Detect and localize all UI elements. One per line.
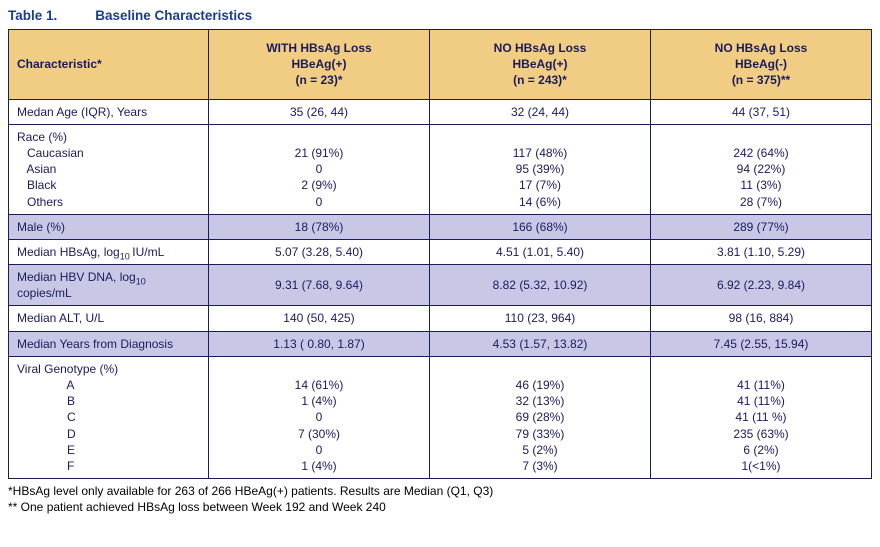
row-label: Race (%) Caucasian Asian Black Others bbox=[9, 124, 209, 214]
row-label: Median HBsAg, log10 IU/mL bbox=[9, 239, 209, 264]
table-row: Race (%) Caucasian Asian Black Others 21… bbox=[9, 124, 872, 214]
cell-value: 32 (24, 44) bbox=[430, 99, 651, 124]
header-col-1: WITH HBsAg Loss HBeAg(+) (n = 23)* bbox=[209, 30, 430, 100]
table-title-row: Table 1. Baseline Characteristics bbox=[8, 8, 872, 23]
header-col-3: NO HBsAg Loss HBeAg(-) (n = 375)** bbox=[651, 30, 872, 100]
cell-value: 242 (64%)94 (22%)11 (3%)28 (7%) bbox=[651, 124, 872, 214]
table-row: Median HBV DNA, log10 copies/mL9.31 (7.6… bbox=[9, 265, 872, 306]
row-label: Medan Age (IQR), Years bbox=[9, 99, 209, 124]
row-label: Viral Genotype (%) A B C D E F bbox=[9, 356, 209, 478]
cell-value: 9.31 (7.68, 9.64) bbox=[209, 265, 430, 306]
cell-value: 98 (16, 884) bbox=[651, 306, 872, 331]
row-label: Male (%) bbox=[9, 214, 209, 239]
cell-value: 140 (50, 425) bbox=[209, 306, 430, 331]
row-label: Median Years from Diagnosis bbox=[9, 331, 209, 356]
cell-value: 117 (48%)95 (39%)17 (7%)14 (6%) bbox=[430, 124, 651, 214]
cell-value: 21 (91%)02 (9%)0 bbox=[209, 124, 430, 214]
cell-value: 6.92 (2.23, 9.84) bbox=[651, 265, 872, 306]
cell-value: 46 (19%)32 (13%)69 (28%)79 (33%)5 (2%)7 … bbox=[430, 356, 651, 478]
table-row: Medan Age (IQR), Years35 (26, 44)32 (24,… bbox=[9, 99, 872, 124]
table-row: Median Years from Diagnosis1.13 ( 0.80, … bbox=[9, 331, 872, 356]
cell-value: 35 (26, 44) bbox=[209, 99, 430, 124]
footnote-2: ** One patient achieved HBsAg loss betwe… bbox=[8, 499, 872, 515]
header-characteristic: Characteristic* bbox=[9, 30, 209, 100]
cell-value: 4.51 (1.01, 5.40) bbox=[430, 239, 651, 264]
baseline-characteristics-table: Characteristic* WITH HBsAg Loss HBeAg(+)… bbox=[8, 29, 872, 479]
cell-value: 1.13 ( 0.80, 1.87) bbox=[209, 331, 430, 356]
cell-value: 41 (11%)41 (11%)41 (11 %)235 (63%)6 (2%)… bbox=[651, 356, 872, 478]
cell-value: 5.07 (3.28, 5.40) bbox=[209, 239, 430, 264]
table-row: Male (%)18 (78%)166 (68%)289 (77%) bbox=[9, 214, 872, 239]
table-row: Viral Genotype (%) A B C D E F 14 (61%)1… bbox=[9, 356, 872, 478]
row-label: Median ALT, U/L bbox=[9, 306, 209, 331]
cell-value: 110 (23, 964) bbox=[430, 306, 651, 331]
footnote-1: *HBsAg level only available for 263 of 2… bbox=[8, 483, 872, 499]
cell-value: 18 (78%) bbox=[209, 214, 430, 239]
cell-value: 7.45 (2.55, 15.94) bbox=[651, 331, 872, 356]
table-footnotes: *HBsAg level only available for 263 of 2… bbox=[8, 483, 872, 515]
table-row: Median ALT, U/L140 (50, 425)110 (23, 964… bbox=[9, 306, 872, 331]
table-row: Median HBsAg, log10 IU/mL5.07 (3.28, 5.4… bbox=[9, 239, 872, 264]
table-number: Table 1. bbox=[8, 8, 57, 23]
cell-value: 3.81 (1.10, 5.29) bbox=[651, 239, 872, 264]
cell-value: 8.82 (5.32, 10.92) bbox=[430, 265, 651, 306]
table-caption: Baseline Characteristics bbox=[95, 8, 252, 23]
header-col-2: NO HBsAg Loss HBeAg(+) (n = 243)* bbox=[430, 30, 651, 100]
cell-value: 14 (61%)1 (4%)07 (30%)01 (4%) bbox=[209, 356, 430, 478]
row-label: Median HBV DNA, log10 copies/mL bbox=[9, 265, 209, 306]
table-header-row: Characteristic* WITH HBsAg Loss HBeAg(+)… bbox=[9, 30, 872, 100]
cell-value: 4.53 (1.57, 13.82) bbox=[430, 331, 651, 356]
cell-value: 44 (37, 51) bbox=[651, 99, 872, 124]
cell-value: 289 (77%) bbox=[651, 214, 872, 239]
cell-value: 166 (68%) bbox=[430, 214, 651, 239]
